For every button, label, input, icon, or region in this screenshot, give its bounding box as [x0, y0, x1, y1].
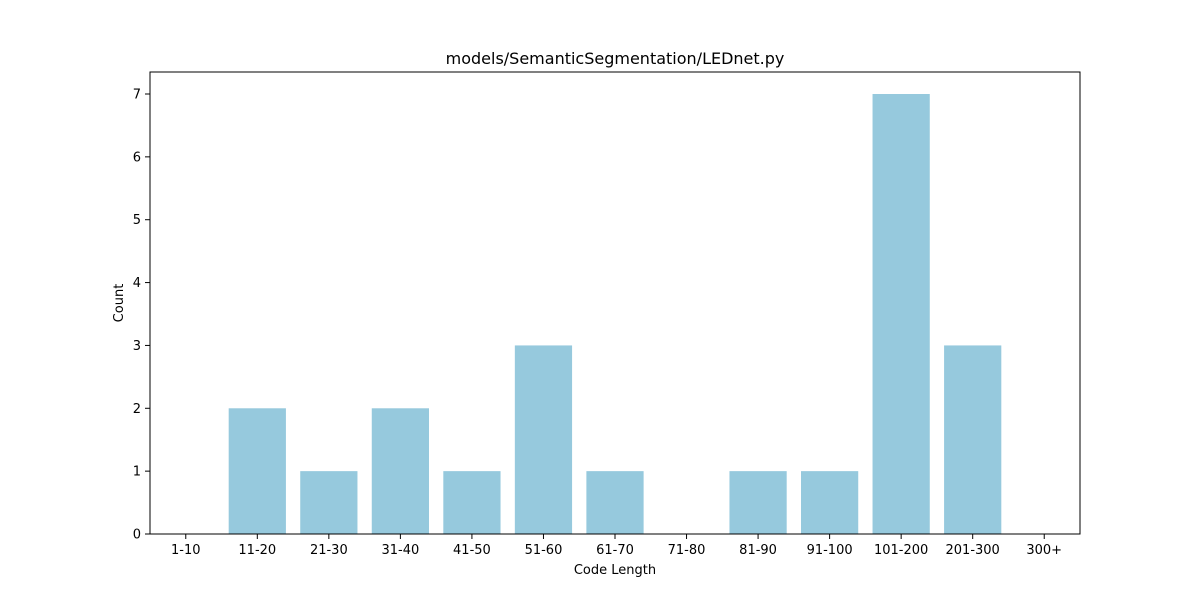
- bar-31-40: [371, 408, 429, 534]
- y-tick-label: 0: [133, 528, 141, 543]
- bar-61-70: [586, 471, 644, 534]
- bar-21-30: [300, 471, 358, 534]
- plot-area: 1-10 11-20 21-30 31-40 41-50 51-60 61-70 71-80 8…: [133, 88, 1062, 559]
- x-tick-label: 91-100: [807, 543, 853, 558]
- x-tick-label: 1-10: [171, 543, 201, 558]
- x-tick-label: 61-70: [596, 543, 634, 558]
- bar-101-200: [872, 94, 930, 534]
- x-tick-label: 31-40: [381, 543, 419, 558]
- x-tick-label: 81-90: [739, 543, 777, 558]
- y-tick-label: 1: [133, 465, 141, 480]
- y-tick-label: 6: [133, 150, 141, 165]
- x-axis-title: Code Length: [574, 563, 656, 578]
- bar-91-100: [801, 471, 859, 534]
- x-tick-label: 101-200: [874, 543, 928, 558]
- y-axis-title: Count: [112, 284, 127, 323]
- x-tick-label: 51-60: [525, 543, 563, 558]
- x-tick-label: 300+: [1026, 543, 1062, 558]
- x-tick-label: 21-30: [310, 543, 348, 558]
- x-tick-label: 11-20: [238, 543, 276, 558]
- plot-frame: [149, 71, 1081, 535]
- y-tick-label: 7: [133, 88, 141, 103]
- y-tick-label: 3: [133, 339, 141, 354]
- bar-51-60: [514, 345, 573, 534]
- x-tick-label: 41-50: [453, 543, 491, 558]
- x-tick-label: 201-300: [946, 543, 1000, 558]
- y-tick-label: 5: [133, 213, 141, 228]
- bar-201-300: [944, 345, 1002, 534]
- y-tick-label: 2: [133, 402, 141, 417]
- chart-title: models/SemanticSegmentation/LEDnet.py: [446, 49, 785, 68]
- x-tick-label: 71-80: [668, 543, 706, 558]
- bar-11-20: [228, 408, 286, 534]
- bar-41-50: [443, 471, 501, 534]
- y-tick-label: 4: [133, 276, 141, 291]
- bar-81-90: [729, 471, 787, 534]
